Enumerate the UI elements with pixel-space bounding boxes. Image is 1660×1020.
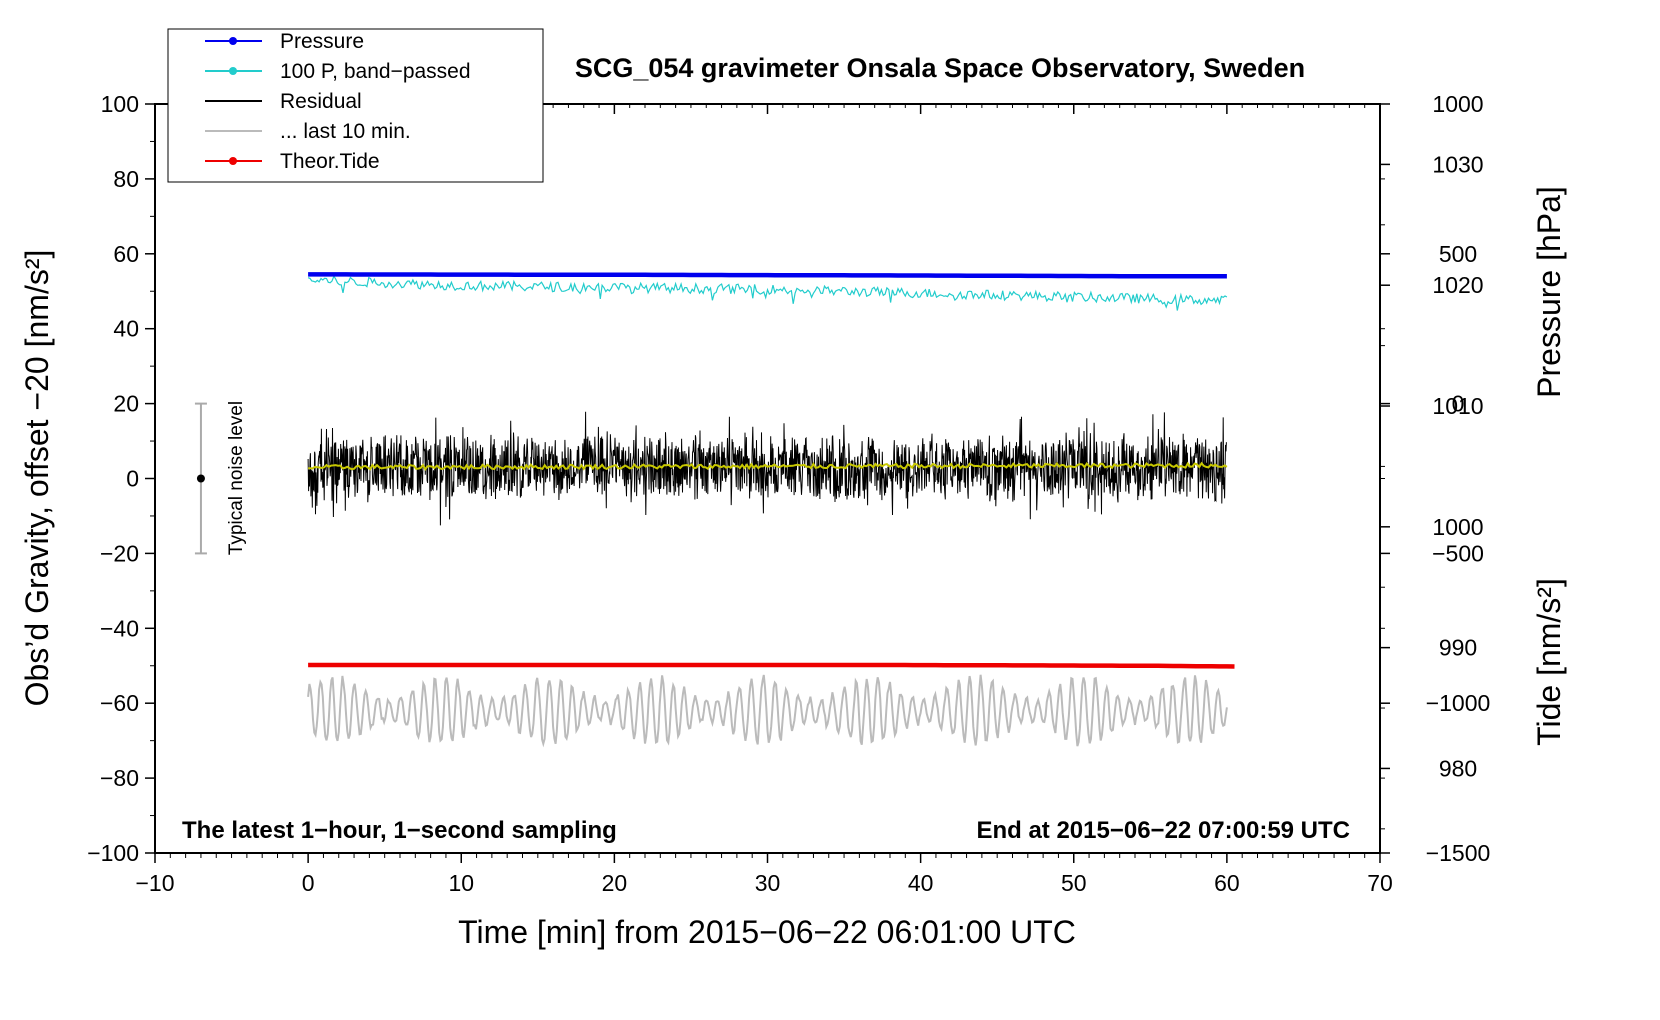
legend-item-label: ... last 10 min. [280,120,411,143]
legend-item-label: Theor.Tide [280,150,380,173]
x-tick-label: 10 [448,870,474,896]
y-pressure-tick-label: 1000 [1432,514,1483,540]
series-line-last-10-min [307,674,1228,748]
y-pressure-tick-label: 1010 [1432,393,1483,419]
series-layer [307,272,1235,748]
legend-swatch-marker [229,37,237,45]
series-line-residual [307,411,1227,526]
legend-item-label: 100 P, band−passed [280,60,471,83]
y-pressure-tick-label: 1020 [1432,272,1483,298]
y-left-tick-label: −80 [100,765,139,791]
y-tide-tick-label: 500 [1439,241,1477,267]
y-left-tick-label: 60 [113,241,139,267]
y-left-tick-label: 80 [113,166,139,192]
ticks-layer: −10 0 10 20 30 40 50 60 70100806040200−20−40−60−… [87,91,1490,896]
legend-swatch-marker [229,157,237,165]
series-line-theor-tide [308,662,1235,669]
y-left-tick-label: −100 [87,840,139,866]
y-left-tick-label: 0 [126,466,139,492]
y-tide-tick-label: −1000 [1426,690,1491,716]
legend-item-label: Residual [280,90,362,113]
noise-level-label: Typical noise level [226,401,247,555]
x-tick-label: 30 [755,870,781,896]
series-line-pressure [308,272,1227,279]
y-tide-tick-label: −1500 [1426,840,1491,866]
noise-bar [194,402,207,555]
legend-swatch-marker [229,67,237,75]
y-left-tick-label: −40 [100,615,139,641]
y-tide-tick-label: 1000 [1432,91,1483,117]
y-pressure-tick-label: 990 [1439,635,1477,661]
series-line-bandpassed [307,274,1228,311]
y-left-tick-label: −60 [100,690,139,716]
y-axis-pressure-title: Pressure [hPa] [1531,186,1567,398]
y-left-tick-label: 20 [113,391,139,417]
legend-box [167,28,544,183]
legend: Pressure 100 P, band−passed Residual ... la… [167,28,544,183]
legend-item-label: Pressure [280,30,364,53]
y-left-tick-label: −20 [100,540,139,566]
annotation-end-time: End at 2015−06−22 07:00:59 UTC [976,817,1350,844]
x-tick-label: 60 [1214,870,1240,896]
series-line-residual-smoothed [308,461,1228,471]
y-tide-tick-label: 0 [1452,391,1465,417]
x-axis-title: Time [min] from 2015−06−22 06:01:00 UTC [458,914,1076,950]
chart-title: SCG_054 gravimeter Onsala Space Observat… [575,53,1305,83]
annotation-sampling: The latest 1−hour, 1−second sampling [182,817,617,844]
y-axis-tide-title: Tide [nm/s²] [1531,578,1567,746]
y-pressure-tick-label: 1030 [1432,151,1483,177]
noise-bar-center-dot [196,474,205,483]
y-tide-tick-label: −500 [1432,540,1484,566]
x-tick-label: −10 [135,870,174,896]
y-axis-left-title: Obs’d Gravity, offset −20 [nm/s²] [19,250,55,707]
x-tick-label: 70 [1367,870,1393,896]
x-tick-label: 0 [302,870,315,896]
y-pressure-tick-label: 980 [1439,755,1477,781]
y-left-tick-label: 100 [101,91,139,117]
y-left-tick-label: 40 [113,316,139,342]
x-tick-label: 40 [908,870,934,896]
x-tick-label: 20 [602,870,628,896]
x-tick-label: 50 [1061,870,1087,896]
